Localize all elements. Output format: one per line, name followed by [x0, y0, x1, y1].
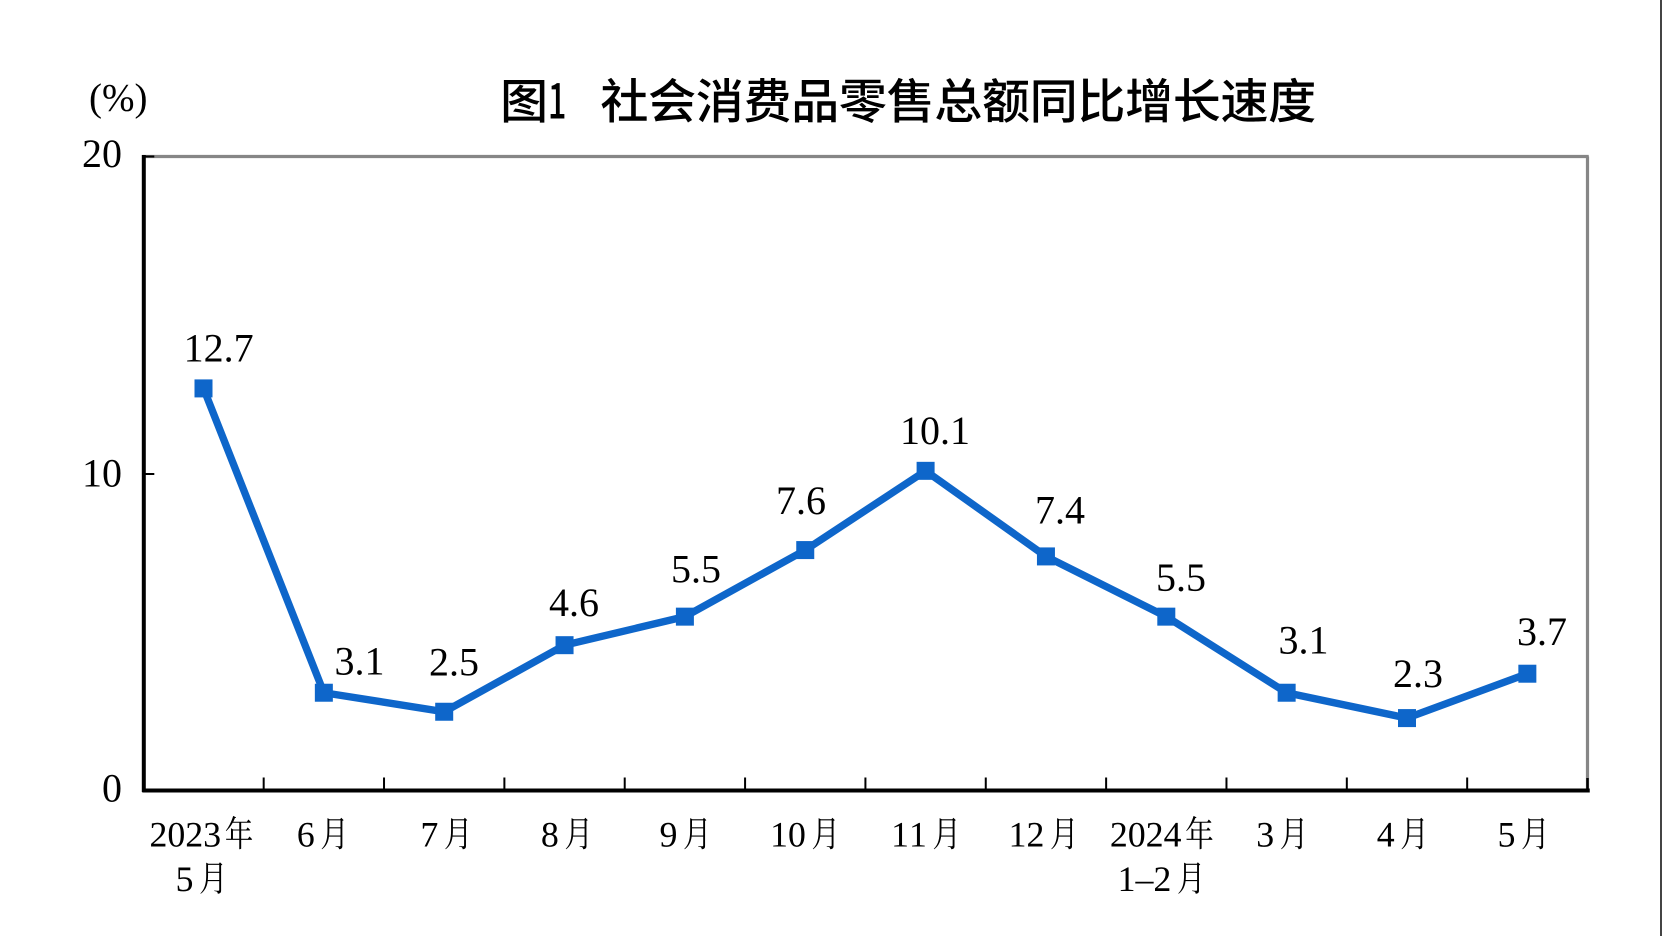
svg-text:20: 20 — [82, 131, 122, 176]
svg-text:5.5: 5.5 — [671, 547, 721, 592]
svg-text:(%): (%) — [89, 77, 147, 120]
svg-text:2.5: 2.5 — [429, 639, 479, 684]
svg-text:4.6: 4.6 — [549, 580, 599, 625]
svg-text:10.1: 10.1 — [900, 408, 970, 453]
svg-text:3.1: 3.1 — [1279, 618, 1329, 663]
svg-text:7.4: 7.4 — [1035, 488, 1085, 533]
svg-text:0: 0 — [102, 766, 122, 811]
svg-text:12.7: 12.7 — [184, 325, 254, 370]
svg-text:10: 10 — [82, 451, 122, 496]
svg-text:3.7: 3.7 — [1517, 609, 1567, 654]
svg-text:3.1: 3.1 — [335, 639, 385, 684]
svg-text:5.5: 5.5 — [1156, 555, 1206, 600]
svg-text:7.6: 7.6 — [776, 478, 826, 523]
svg-text:2.3: 2.3 — [1393, 651, 1443, 696]
